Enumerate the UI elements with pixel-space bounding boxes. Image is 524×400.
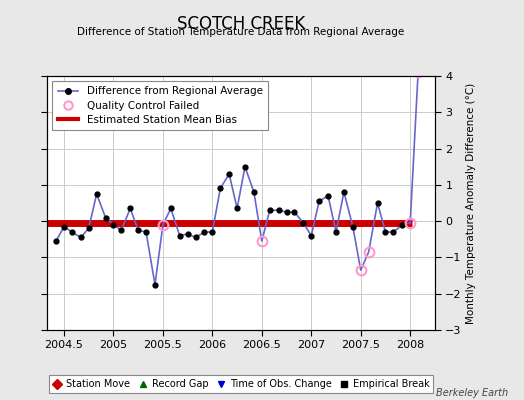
Legend: Station Move, Record Gap, Time of Obs. Change, Empirical Break: Station Move, Record Gap, Time of Obs. C… <box>49 375 433 393</box>
Y-axis label: Monthly Temperature Anomaly Difference (°C): Monthly Temperature Anomaly Difference (… <box>466 82 476 324</box>
Text: Difference of Station Temperature Data from Regional Average: Difference of Station Temperature Data f… <box>78 27 405 37</box>
Legend: Difference from Regional Average, Quality Control Failed, Estimated Station Mean: Difference from Regional Average, Qualit… <box>52 81 268 130</box>
Text: SCOTCH CREEK: SCOTCH CREEK <box>177 15 305 33</box>
Text: Berkeley Earth: Berkeley Earth <box>436 388 508 398</box>
